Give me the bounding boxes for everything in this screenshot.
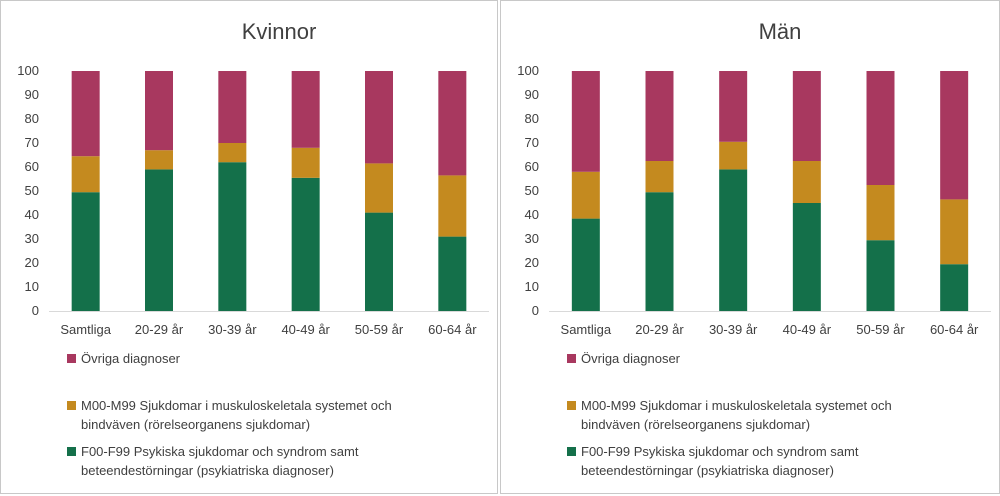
- y-tick-label: 40: [25, 207, 39, 222]
- bar-segment-muskulo: [792, 161, 821, 203]
- bar-segment-ovriga: [365, 71, 393, 164]
- bar-segment-ovriga: [291, 71, 320, 148]
- legend-swatch-muskulo: [67, 401, 76, 410]
- bar-segment-muskulo: [866, 185, 895, 241]
- y-tick-label: 70: [525, 135, 539, 150]
- y-tick-label: 80: [525, 111, 539, 126]
- bar-segment-muskulo: [218, 143, 247, 163]
- bar-segment-muskulo: [719, 141, 748, 170]
- y-tick-label: 70: [25, 135, 39, 150]
- chart-panel-man: Män 0 10 20 30 40 50 60 70 80 90 100 Samtliga 20-29 å…: [500, 0, 1000, 494]
- bar-segment-ovriga: [866, 71, 895, 185]
- y-tick-label: 40: [525, 207, 539, 222]
- bar-segment-ovriga: [792, 71, 821, 161]
- bar-segment-muskulo: [438, 175, 467, 237]
- bar-segment-muskulo: [940, 199, 969, 265]
- legend-swatch-ovriga: [567, 354, 576, 363]
- legend-swatch-ovriga: [67, 354, 76, 363]
- y-tick-label: 0: [532, 303, 539, 318]
- bar-segment-psyk: [438, 236, 467, 311]
- y-tick-label: 0: [32, 303, 39, 318]
- bar-segment-psyk: [571, 218, 600, 311]
- bar-segment-ovriga: [218, 71, 247, 143]
- y-tick-label: 10: [25, 279, 39, 294]
- bar-segment-ovriga: [145, 71, 173, 151]
- y-tick-label: 100: [517, 63, 539, 78]
- bar-segment-ovriga: [645, 71, 674, 161]
- x-tick-label: 50-59 år: [856, 322, 905, 337]
- y-tick-label: 20: [525, 255, 539, 270]
- x-tick-label: 30-39 år: [709, 322, 758, 337]
- y-tick-label: 50: [525, 183, 539, 198]
- legend-label: M00-M99 Sjukdomar i muskuloskeletala sys…: [581, 398, 892, 413]
- legend-label: Övriga diagnoser: [581, 351, 681, 366]
- bar-segment-psyk: [866, 240, 895, 311]
- legend-label: F00-F99 Psykiska sjukdomar och syndrom s…: [581, 444, 859, 459]
- legend-swatch-muskulo: [567, 401, 576, 410]
- y-tick-label: 100: [17, 63, 39, 78]
- bar-segment-psyk: [291, 177, 320, 311]
- legend-swatch-psyk: [67, 447, 76, 456]
- y-tick-label: 60: [525, 159, 539, 174]
- x-tick-label: 60-64 år: [428, 322, 477, 337]
- y-tick-label: 90: [525, 87, 539, 102]
- y-tick-label: 60: [25, 159, 39, 174]
- bar-segment-psyk: [645, 192, 674, 311]
- bar-segment-psyk: [218, 162, 247, 311]
- chart-svg-man: Män 0 10 20 30 40 50 60 70 80 90 100 Samtliga 20-29 å…: [517, 19, 991, 478]
- legend-label: bindväven (rörelseorganens sjukdomar): [81, 417, 310, 432]
- bar-segment-muskulo: [645, 161, 674, 193]
- legend-label: bindväven (rörelseorganens sjukdomar): [581, 417, 810, 432]
- y-tick-label: 20: [25, 255, 39, 270]
- x-tick-label: 40-49 år: [783, 322, 832, 337]
- x-tick-label: Samtliga: [60, 322, 111, 337]
- bar-segment-muskulo: [145, 150, 173, 170]
- y-tick-label: 80: [25, 111, 39, 126]
- bar-segment-psyk: [792, 203, 821, 311]
- y-tick-label: 30: [525, 231, 539, 246]
- y-tick-label: 90: [25, 87, 39, 102]
- chart-svg-kvinnor: Kvinnor 0 10 20 30 40 50 60 70 80 90 100 Samtliga 20-…: [17, 19, 489, 478]
- bar-segment-muskulo: [71, 156, 100, 193]
- x-tick-label: Samtliga: [561, 322, 612, 337]
- bar-segment-muskulo: [571, 171, 600, 219]
- bar-segment-psyk: [365, 212, 393, 311]
- legend-label: beteendestörningar (psykiatriska diagnos…: [81, 463, 334, 478]
- chart-title: Män: [759, 19, 802, 44]
- legend-label: F00-F99 Psykiska sjukdomar och syndrom s…: [81, 444, 359, 459]
- legend-label: M00-M99 Sjukdomar i muskuloskeletala sys…: [81, 398, 392, 413]
- y-tick-label: 50: [25, 183, 39, 198]
- legend-label: beteendestörningar (psykiatriska diagnos…: [581, 463, 834, 478]
- bar-segment-psyk: [940, 264, 969, 311]
- x-tick-label: 20-29 år: [635, 322, 684, 337]
- x-tick-label: 50-59 år: [355, 322, 404, 337]
- legend-swatch-psyk: [567, 447, 576, 456]
- x-tick-label: 60-64 år: [930, 322, 979, 337]
- x-tick-label: 40-49 år: [281, 322, 330, 337]
- x-tick-label: 30-39 år: [208, 322, 257, 337]
- bar-segment-ovriga: [719, 71, 748, 142]
- bar-segment-muskulo: [365, 163, 393, 213]
- bar-segment-psyk: [719, 169, 748, 311]
- bar-segment-ovriga: [571, 71, 600, 172]
- bar-segment-muskulo: [291, 147, 320, 178]
- chart-title: Kvinnor: [242, 19, 317, 44]
- bar-segment-psyk: [145, 169, 173, 311]
- legend-label: Övriga diagnoser: [81, 351, 181, 366]
- chart-panel-kvinnor: Kvinnor 0 10 20 30 40 50 60 70 80 90 100 Samtliga 20-…: [0, 0, 498, 494]
- y-tick-label: 30: [25, 231, 39, 246]
- bar-segment-psyk: [71, 192, 100, 311]
- bar-segment-ovriga: [940, 71, 969, 200]
- x-tick-label: 20-29 år: [135, 322, 184, 337]
- y-tick-label: 10: [525, 279, 539, 294]
- bar-segment-ovriga: [71, 71, 100, 157]
- bar-segment-ovriga: [438, 71, 467, 176]
